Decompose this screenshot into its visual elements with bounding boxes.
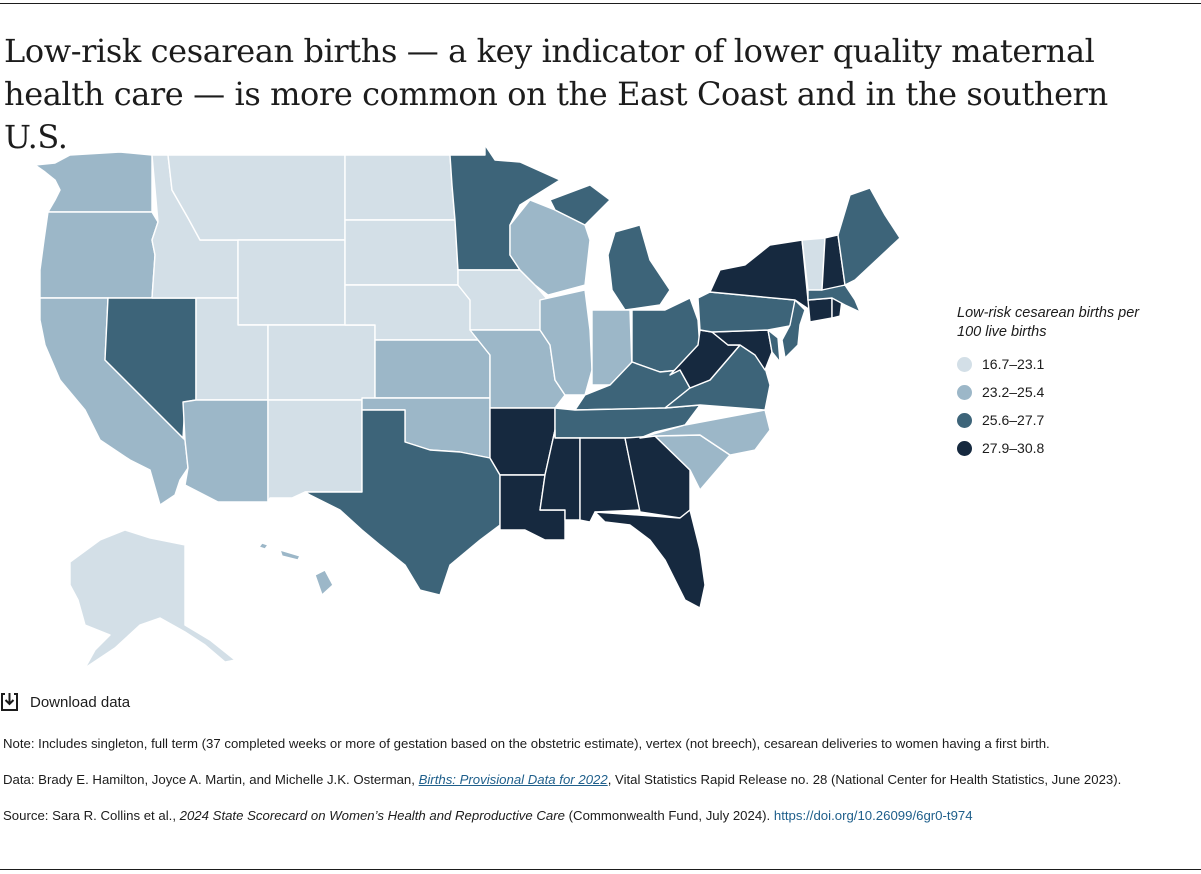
legend-label: 16.7–23.1 <box>982 356 1045 372</box>
download-data-button[interactable]: Download data <box>0 692 130 712</box>
legend-item: 16.7–23.1 <box>957 350 1157 378</box>
state-nj[interactable] <box>781 299 806 359</box>
legend-swatch-1 <box>957 384 972 400</box>
state-il[interactable] <box>539 289 593 396</box>
state-wi[interactable] <box>509 199 591 296</box>
legend-item: 25.6–27.7 <box>957 406 1157 434</box>
state-hi[interactable] <box>314 569 334 596</box>
state-nc[interactable] <box>639 409 771 456</box>
legend-label: 27.9–30.8 <box>982 440 1045 456</box>
notes-section: Note: Includes singleton, full term (37 … <box>3 735 1183 843</box>
data-citation: Data: Brady E. Hamilton, Joyce A. Martin… <box>3 771 1183 789</box>
state-wy[interactable] <box>237 239 346 326</box>
us-map <box>34 144 901 669</box>
source-report-title: 2024 State Scorecard on Women’s Health a… <box>179 808 565 823</box>
doi-link[interactable]: https://doi.org/10.26099/6gr0-t974 <box>773 808 973 823</box>
legend-label: 25.6–27.7 <box>982 412 1045 428</box>
state-tx[interactable] <box>304 409 501 596</box>
state-ak[interactable] <box>69 529 236 669</box>
note-text: Note: Includes singleton, full term (37 … <box>3 736 1050 751</box>
legend-item: 23.2–25.4 <box>957 378 1157 406</box>
legend-item: 27.9–30.8 <box>957 434 1157 462</box>
state-or[interactable] <box>39 211 159 299</box>
state-mi[interactable] <box>549 184 611 226</box>
state-nm[interactable] <box>267 399 363 503</box>
chart-title: Low-risk cesarean births — a key indicat… <box>4 32 1108 156</box>
legend-title: Low-risk cesarean births per 100 live bi… <box>957 305 1140 340</box>
legend-swatch-3 <box>957 440 972 456</box>
state-mt[interactable] <box>167 154 346 241</box>
state-ar[interactable] <box>489 407 556 476</box>
state-wa[interactable] <box>34 151 153 213</box>
source-middle: (Commonwealth Fund, July 2024). <box>564 808 774 823</box>
state-nd[interactable] <box>344 154 456 221</box>
source-prefix: Source: Sara R. Collins et al., <box>3 808 180 823</box>
state-co[interactable] <box>267 324 376 401</box>
download-label: Download data <box>30 693 131 711</box>
state-me[interactable] <box>837 187 901 286</box>
state-de[interactable] <box>767 329 781 363</box>
state-ma[interactable] <box>807 284 861 313</box>
top-rule <box>0 3 1201 4</box>
state-mn[interactable] <box>449 144 561 271</box>
legend-label: 23.2–25.4 <box>982 384 1045 400</box>
state-az[interactable] <box>182 399 269 503</box>
state-sd[interactable] <box>344 219 459 286</box>
state-ks[interactable] <box>374 339 491 399</box>
source-citation: Source: Sara R. Collins et al., 2024 Sta… <box>3 807 1183 825</box>
data-citation-prefix: Data: Brady E. Hamilton, Joyce A. Martin… <box>3 772 419 787</box>
legend-swatch-0 <box>957 356 972 372</box>
download-icon <box>1 693 18 711</box>
state-fl[interactable] <box>594 509 706 609</box>
map-legend: Low-risk cesarean births per 100 live bi… <box>957 304 1157 462</box>
state-hi-islands[interactable] <box>258 542 269 550</box>
data-citation-suffix: , Vital Statistics Rapid Release no. 28 … <box>607 772 1122 787</box>
data-source-link[interactable]: Births: Provisional Data for 2022 <box>418 772 608 787</box>
legend-swatch-2 <box>957 412 972 428</box>
state-ct[interactable] <box>807 297 833 323</box>
legend-list: 16.7–23.1 23.2–25.4 25.6–27.7 27.9–30.8 <box>957 350 1157 462</box>
state-hi-islands-2[interactable] <box>279 549 301 561</box>
bottom-rule <box>0 869 1201 870</box>
state-mi-lower[interactable] <box>607 224 671 311</box>
